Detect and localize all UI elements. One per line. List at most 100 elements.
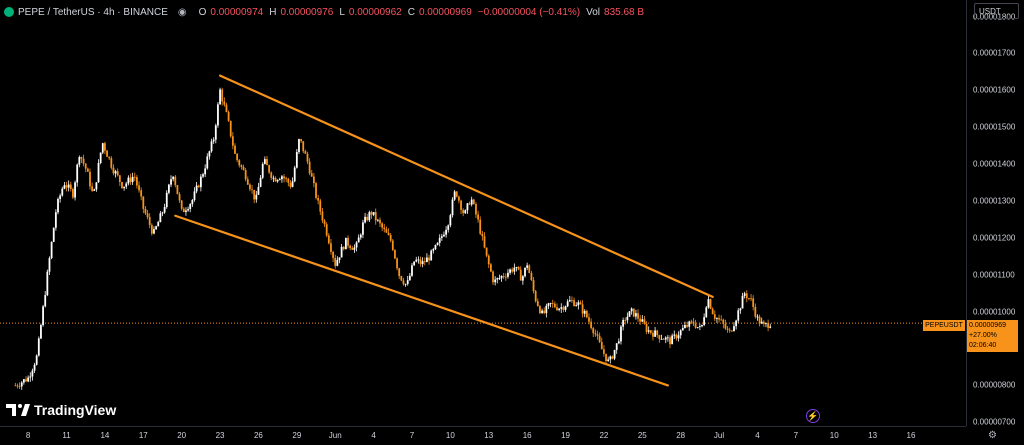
candle <box>210 138 213 153</box>
candle <box>165 190 168 209</box>
candle <box>605 353 607 364</box>
candle <box>298 138 300 155</box>
candle <box>681 324 684 331</box>
candle <box>227 110 230 122</box>
candle <box>451 197 454 218</box>
candle <box>716 317 718 323</box>
candle <box>289 180 292 189</box>
candle <box>430 249 433 261</box>
candle <box>703 313 706 327</box>
time-axis[interactable]: 8 11 14 17 20 23 26 29 Jun 4 7 10 13 16 19 22 25 28 Jul 4 7 1… <box>0 426 966 445</box>
candle <box>547 302 550 309</box>
candle <box>504 273 507 281</box>
candle <box>29 372 32 382</box>
candle <box>231 131 234 150</box>
price-tick-label: 0.00001100 <box>973 270 1015 280</box>
candle <box>312 173 315 188</box>
candle <box>679 329 682 339</box>
candle <box>615 343 618 354</box>
symbol-title[interactable]: PEPE / TetherUS · 4h · BINANCE <box>18 6 168 18</box>
candle <box>244 167 247 182</box>
candle <box>711 307 714 315</box>
candle <box>374 208 377 225</box>
candle <box>178 192 181 203</box>
candle <box>355 241 358 252</box>
candle <box>634 309 637 320</box>
candle <box>172 176 175 182</box>
time-tick-label: 26 <box>253 431 263 440</box>
candle <box>513 263 516 275</box>
candle <box>240 164 243 170</box>
candle <box>541 308 543 314</box>
candle <box>389 232 392 243</box>
tradingview-logo[interactable]: TradingView <box>6 402 116 418</box>
candle <box>556 303 558 311</box>
time-tick-label: 7 <box>409 431 415 440</box>
gear-icon[interactable]: ⚙ <box>988 430 997 441</box>
lower-channel-line[interactable] <box>174 214 669 387</box>
candle <box>398 267 401 280</box>
candle <box>387 228 390 236</box>
candle <box>639 315 642 325</box>
candle <box>197 184 200 188</box>
price-tick-label: 0.00001300 <box>973 196 1016 206</box>
price-axis[interactable]: 0.00001800 0.00001700 0.00001600 0.00001500… <box>966 0 1024 427</box>
time-tick-label: 10 <box>445 431 455 440</box>
time-tick-label: 17 <box>138 431 148 440</box>
candle <box>472 198 475 205</box>
candle <box>347 235 349 249</box>
candle <box>182 207 185 213</box>
candle <box>67 180 70 192</box>
candle <box>526 262 529 271</box>
candle <box>684 321 686 329</box>
upper-channel-line[interactable] <box>218 74 714 299</box>
candle <box>22 378 25 385</box>
candle <box>199 174 202 192</box>
candle <box>108 156 111 160</box>
candle <box>748 297 750 301</box>
candle <box>438 234 441 247</box>
candle <box>675 333 678 341</box>
eye-icon[interactable]: ◉ <box>177 6 187 18</box>
candle <box>658 334 661 343</box>
candle <box>483 232 486 249</box>
candle <box>80 156 83 164</box>
candle <box>253 189 256 204</box>
last-price-change: +27.00% <box>969 332 997 339</box>
currency-selector[interactable]: USDT <box>974 3 1019 19</box>
candle <box>332 250 334 263</box>
candle <box>193 187 196 202</box>
candle <box>543 307 546 315</box>
time-tick-label: Jun <box>328 431 342 440</box>
lightning-icon[interactable]: ⚡ <box>806 409 820 423</box>
candle <box>278 177 281 181</box>
candle <box>502 272 505 280</box>
candle <box>325 222 328 238</box>
price-tick-label: 0.00001400 <box>973 159 1016 169</box>
candle <box>272 175 275 183</box>
candle <box>217 102 219 128</box>
price-tick-label: 0.00001800 <box>973 12 1016 22</box>
candle <box>462 208 465 217</box>
candle <box>114 169 117 178</box>
candle <box>528 264 531 274</box>
time-tick-label: 7 <box>793 431 799 440</box>
candle <box>408 272 411 281</box>
volume-value: 835.68 B <box>604 6 645 18</box>
time-tick-label: 8 <box>25 431 31 440</box>
candle <box>596 330 599 340</box>
last-price-value: 0.00000969 <box>969 322 1006 329</box>
candle <box>144 205 147 216</box>
candle <box>654 326 656 338</box>
candle <box>263 156 266 165</box>
price-chart-plot[interactable] <box>0 0 966 426</box>
price-tick-label: 0.00000700 <box>973 417 1016 427</box>
time-tick-label: 28 <box>676 431 686 440</box>
candle <box>564 305 567 312</box>
candle <box>449 213 452 228</box>
candle <box>686 321 688 328</box>
candle <box>726 326 729 333</box>
candle <box>266 155 268 166</box>
candle <box>656 329 659 338</box>
